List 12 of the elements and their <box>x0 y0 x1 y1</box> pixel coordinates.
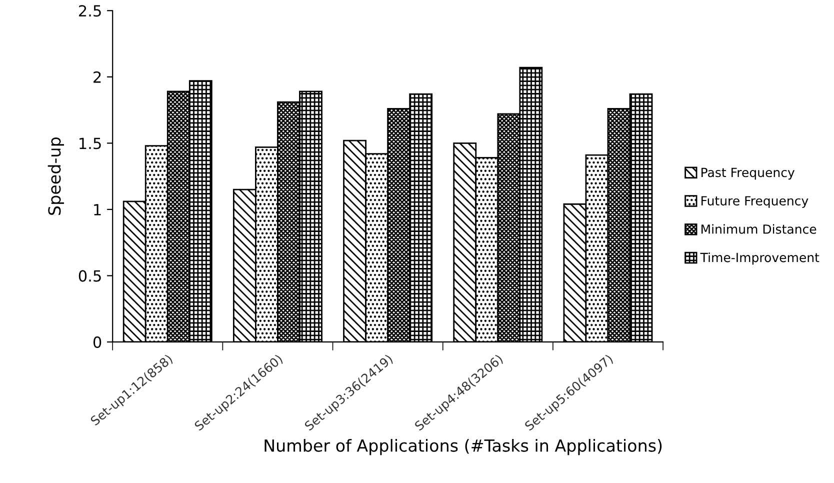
y-tick-label: 0 <box>93 336 102 348</box>
legend-label: Future Frequency <box>702 196 808 208</box>
y-axis-title: Speed-up <box>48 138 64 215</box>
y-tick-label: 2.5 <box>78 5 101 17</box>
x-axis-title: Number of Applications (#Tasks in Applications) <box>264 438 662 456</box>
legend-label: Minimum Distance <box>702 224 816 234</box>
legend-label: Time-Improvement <box>700 252 820 265</box>
y-tick-label: 1 <box>94 204 101 216</box>
y-tick-label: 0.5 <box>78 270 101 282</box>
y-tick-label: 2 <box>94 71 101 83</box>
legend-label: Past Frequency <box>702 168 795 180</box>
y-tick-label: 1.5 <box>80 138 101 150</box>
